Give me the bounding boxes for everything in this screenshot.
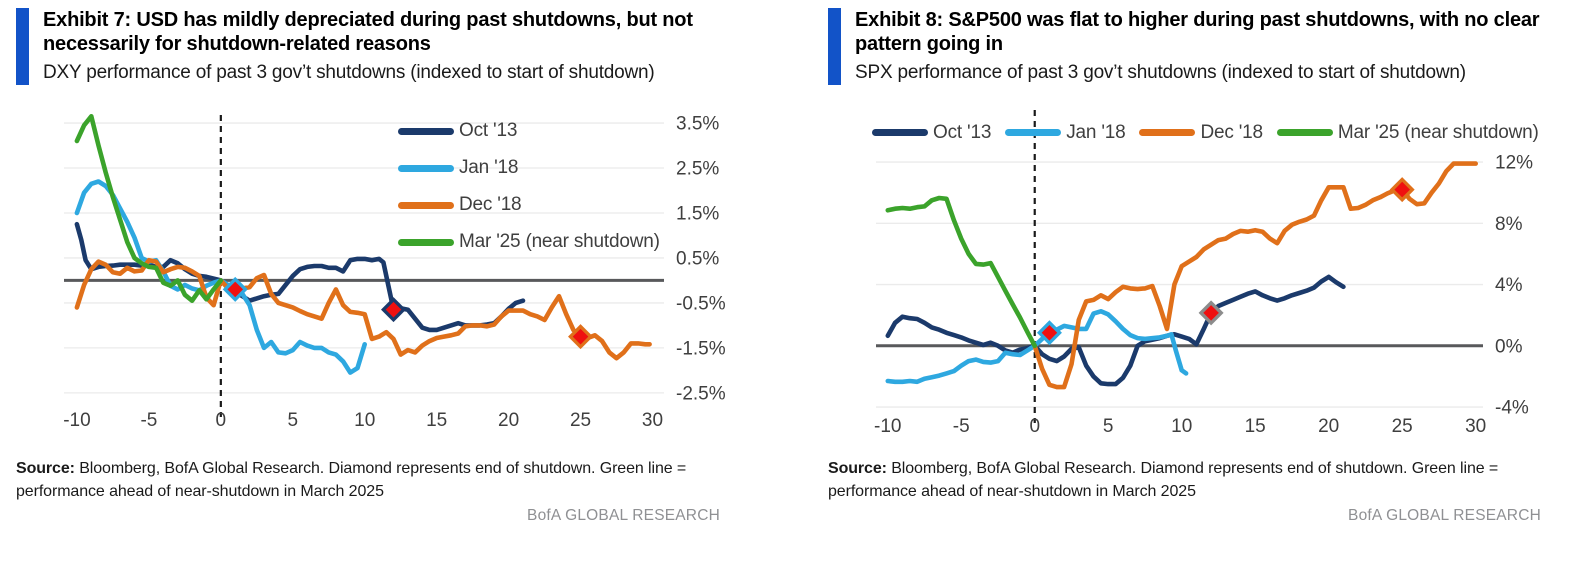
x-axis-tick-label: 10 (354, 410, 375, 431)
exhibit-8-accent-bar (828, 8, 841, 85)
x-axis-tick-label: 25 (570, 410, 591, 431)
end-of-shutdown-diamond (385, 301, 402, 318)
exhibit-7-source-note: Source: Bloomberg, BofA Global Research.… (16, 457, 711, 503)
exhibit-8-subtitle: SPX performance of past 3 gov’t shutdown… (855, 61, 1466, 83)
exhibit-8-title-block: Exhibit 8: S&P500 was flat to higher dur… (828, 8, 1561, 85)
x-axis-tick-label: -5 (140, 410, 157, 431)
y-axis-tick-label: -0.5% (676, 293, 726, 314)
series-line-mar-25-near-shutdown- (885, 195, 1037, 348)
y-axis-tick-label: 3.5% (676, 113, 719, 134)
legend-item-dec-18: Dec '18 (1139, 121, 1263, 144)
exhibit-8-source-note: Source: Bloomberg, BofA Global Research.… (828, 457, 1532, 503)
exhibit-8-brand-footer: BofA GLOBAL RESEARCH (1348, 506, 1541, 524)
legend-label: Jan '18 (459, 157, 519, 179)
x-axis-tick-label: 25 (1392, 416, 1413, 437)
legend-label: Jan '18 (1066, 121, 1126, 143)
series-line-oct-13 (885, 274, 1346, 386)
legend-item-mar-25-near-shutdown-: Mar '25 (near shutdown) (398, 224, 660, 261)
dxy-chart-legend: Oct '13 Jan '18 Dec '18 Mar '25 (near shutd… (398, 113, 660, 261)
y-axis-tick-label: 12% (1495, 152, 1533, 173)
legend-swatch (1276, 129, 1333, 137)
end-of-shutdown-diamond (1203, 304, 1219, 321)
y-axis-tick-label: 1.5% (676, 203, 719, 224)
end-of-shutdown-diamond (572, 328, 589, 345)
legend-item-jan-18: Jan '18 (1005, 121, 1126, 144)
panel-exhibit-8: Exhibit 8: S&P500 was flat to higher dur… (828, 8, 1561, 525)
exhibit-7-subtitle: DXY performance of past 3 gov’t shutdown… (43, 61, 655, 83)
series-line-jan-18 (885, 308, 1189, 384)
end-of-shutdown-diamond (227, 281, 244, 297)
legend-label: Oct '13 (933, 121, 992, 143)
source-label: Source: (16, 459, 75, 477)
x-axis-tick-label: 0 (216, 410, 227, 431)
legend-swatch (398, 164, 454, 172)
series-line-dec-18 (74, 257, 652, 361)
exhibit-7-accent-bar (16, 8, 29, 85)
series-line-jan-18 (74, 178, 368, 375)
legend-item-dec-18: Dec '18 (398, 187, 660, 224)
series-line-dec-18 (1032, 160, 1479, 389)
legend-swatch (872, 129, 928, 137)
x-axis-tick-label: 5 (1103, 416, 1114, 437)
panel-exhibit-7: Exhibit 7: USD has mildly depreciated du… (16, 8, 740, 525)
legend-item-oct-13: Oct '13 (872, 122, 991, 144)
source-label: Source: (828, 459, 887, 477)
spx-shutdown-chart: -10 -5 0 5 10 15 20 25 30 12% 8% 4% 0% -4% Oct '13 Jan… (828, 105, 1552, 443)
y-axis-tick-label: -1.5% (676, 338, 726, 359)
exhibit-7-title: Exhibit 7: USD has mildly depreciated du… (43, 9, 693, 56)
x-axis-tick-label: -10 (874, 416, 901, 437)
source-text: Bloomberg, BofA Global Research. Diamond… (16, 459, 687, 500)
legend-item-jan-18: Jan '18 (398, 150, 660, 187)
legend-swatch (1005, 129, 1062, 137)
exhibit-8-title: Exhibit 8: S&P500 was flat to higher dur… (855, 9, 1540, 56)
y-axis-tick-label: -2.5% (676, 383, 726, 404)
legend-label: Dec '18 (1200, 121, 1263, 143)
legend-label: Mar '25 (near shutdown) (459, 231, 660, 253)
y-axis-tick-label: 0% (1495, 336, 1523, 357)
legend-label: Dec '18 (459, 194, 522, 216)
legend-swatch (398, 201, 454, 209)
x-axis-tick-label: 15 (1245, 416, 1266, 437)
end-of-shutdown-diamond (1041, 324, 1058, 341)
y-axis-tick-label: 8% (1495, 213, 1523, 234)
series-line-mar-25-near-shutdown- (74, 113, 224, 303)
y-axis-tick-label: -4% (1495, 397, 1529, 418)
legend-item-mar-25-near-shutdown-: Mar '25 (near shutdown) (1276, 121, 1539, 144)
x-axis-tick-label: 30 (642, 410, 663, 431)
legend-item-oct-13: Oct '13 (398, 113, 660, 150)
spx-chart-legend: Oct '13 Jan '18 Dec '18 Mar '25 (near shutd… (872, 121, 1539, 145)
x-axis-tick-label: -5 (953, 416, 970, 437)
legend-swatch (398, 238, 454, 246)
x-axis-tick-label: 20 (498, 410, 519, 431)
x-axis-tick-label: 15 (426, 410, 447, 431)
x-axis-tick-label: -10 (63, 410, 90, 431)
dxy-shutdown-chart: -10 -5 0 5 10 15 20 25 30 3.5% 2.5% 1.5% 0.5% -0.5% -1… (16, 105, 740, 443)
spx-chart-canvas: -10 -5 0 5 10 15 20 25 30 12% 8% 4% 0% -4% (874, 109, 1533, 437)
legend-swatch (398, 127, 454, 135)
legend-swatch (1139, 129, 1196, 137)
x-axis-tick-label: 5 (287, 410, 298, 431)
x-axis-tick-label: 0 (1029, 416, 1040, 437)
source-text: Bloomberg, BofA Global Research. Diamond… (828, 459, 1499, 500)
x-axis-tick-label: 20 (1318, 416, 1339, 437)
y-axis-tick-label: 2.5% (676, 158, 719, 179)
x-axis-tick-label: 30 (1465, 416, 1486, 437)
x-axis-tick-label: 10 (1171, 416, 1192, 437)
dxy-chart-canvas: -10 -5 0 5 10 15 20 25 30 3.5% 2.5% 1.5% 0.5% -0.5% -1… (63, 113, 726, 431)
exhibit-7-brand-footer: BofA GLOBAL RESEARCH (527, 506, 720, 524)
y-axis-tick-label: 0.5% (676, 248, 719, 269)
legend-label: Oct '13 (459, 120, 518, 142)
legend-label: Mar '25 (near shutdown) (1337, 121, 1539, 143)
y-axis-tick-label: 4% (1495, 275, 1523, 296)
exhibit-7-title-block: Exhibit 7: USD has mildly depreciated du… (16, 8, 740, 85)
